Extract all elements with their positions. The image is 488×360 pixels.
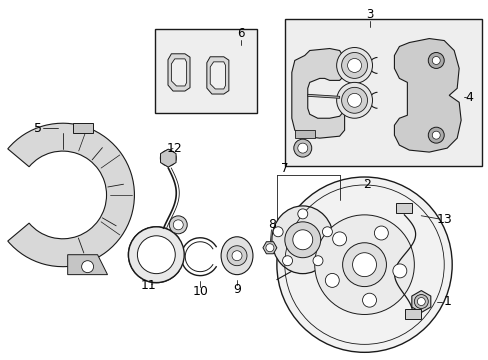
Circle shape [128, 227, 184, 283]
Circle shape [169, 216, 187, 234]
Circle shape [285, 222, 320, 258]
Circle shape [226, 246, 246, 266]
Ellipse shape [221, 237, 252, 275]
Polygon shape [294, 130, 314, 138]
Text: 13: 13 [435, 213, 451, 226]
Polygon shape [291, 49, 344, 138]
Circle shape [336, 82, 372, 118]
Text: 6: 6 [237, 27, 244, 40]
Circle shape [273, 227, 283, 237]
Circle shape [297, 143, 307, 153]
Bar [404, 310, 420, 319]
Polygon shape [67, 255, 107, 275]
Circle shape [431, 131, 439, 139]
Circle shape [341, 53, 367, 78]
Polygon shape [206, 57, 228, 94]
Circle shape [347, 58, 361, 72]
Polygon shape [210, 62, 225, 89]
Circle shape [173, 220, 183, 230]
Text: 10: 10 [192, 285, 208, 298]
Circle shape [232, 251, 242, 261]
Circle shape [325, 273, 339, 287]
Polygon shape [307, 94, 339, 98]
Polygon shape [160, 149, 176, 167]
Circle shape [312, 256, 322, 266]
Ellipse shape [271, 206, 333, 274]
Circle shape [352, 253, 376, 276]
Polygon shape [263, 242, 276, 254]
Text: 9: 9 [233, 283, 241, 296]
Text: 2: 2 [363, 179, 371, 192]
Circle shape [416, 298, 425, 306]
Circle shape [297, 209, 307, 219]
Polygon shape [394, 39, 460, 152]
Bar [155, 28, 256, 113]
Circle shape [413, 294, 427, 309]
Bar [396, 203, 411, 213]
Circle shape [322, 227, 332, 237]
Circle shape [137, 236, 175, 274]
Circle shape [282, 256, 292, 266]
Circle shape [427, 127, 443, 143]
Circle shape [341, 87, 367, 113]
Bar [285, 19, 481, 166]
Circle shape [374, 226, 387, 240]
Circle shape [276, 177, 451, 352]
Circle shape [392, 264, 406, 278]
Circle shape [342, 243, 386, 287]
Circle shape [347, 93, 361, 107]
Polygon shape [168, 54, 190, 91]
Text: 5: 5 [34, 122, 41, 135]
Text: 1: 1 [442, 295, 450, 308]
Circle shape [293, 139, 311, 157]
Polygon shape [73, 123, 92, 133]
Text: 8: 8 [267, 218, 275, 231]
Circle shape [265, 244, 273, 252]
Circle shape [292, 230, 312, 250]
Circle shape [160, 150, 176, 166]
Circle shape [362, 293, 376, 307]
Circle shape [336, 48, 372, 84]
Polygon shape [171, 59, 186, 86]
Text: 4: 4 [464, 91, 472, 104]
Polygon shape [411, 291, 430, 312]
Circle shape [332, 232, 346, 246]
Text: 11: 11 [140, 279, 156, 292]
Circle shape [81, 261, 93, 273]
Text: 3: 3 [365, 8, 372, 21]
Circle shape [427, 53, 443, 68]
Circle shape [431, 57, 439, 64]
Text: 12: 12 [166, 141, 182, 155]
Wedge shape [8, 123, 134, 267]
Text: 7: 7 [281, 162, 288, 175]
Circle shape [314, 215, 413, 315]
